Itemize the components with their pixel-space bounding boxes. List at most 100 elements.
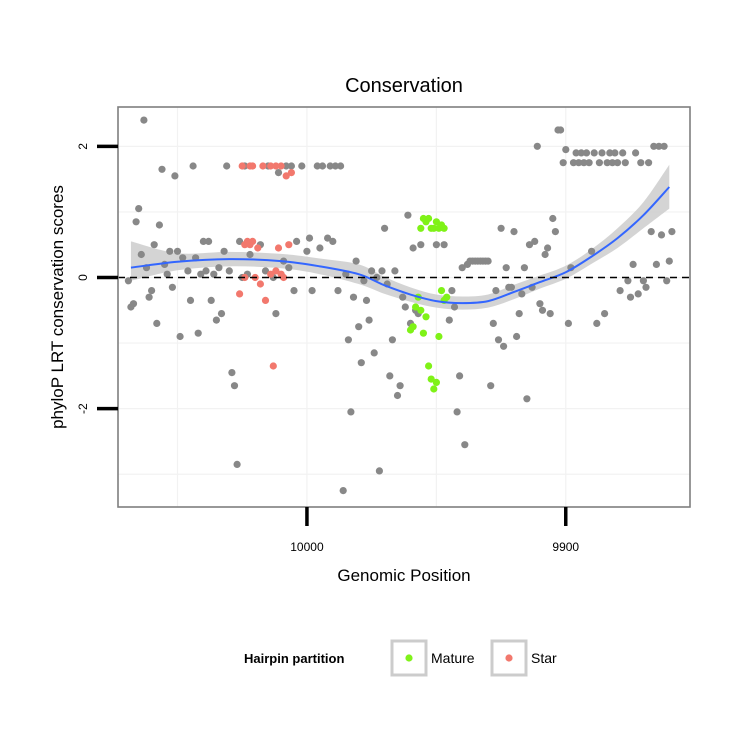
point-mature [406,326,415,334]
point-other [619,149,627,157]
legend: Hairpin partition Mature Star [244,639,557,677]
point-other [409,244,417,252]
x-tick-label: 10000 [290,540,324,554]
point-mature [417,306,425,314]
point-other [629,260,637,268]
point-other [593,319,601,327]
point-other [450,303,459,311]
point-other [575,159,583,167]
point-other [582,149,591,157]
point-star [272,267,280,275]
point-other [626,293,635,301]
point-other [184,267,192,275]
point-other [448,287,456,295]
point-other [347,408,355,416]
point-mature [430,385,438,393]
point-other [362,296,371,304]
point-other [536,300,544,308]
point-other [456,372,464,380]
point-other [647,228,655,236]
point-other [308,287,316,295]
point-other [645,159,653,167]
point-star [277,162,285,170]
point-other [417,241,425,249]
point-star [254,244,262,252]
point-other [230,382,239,390]
point-other [613,159,622,167]
point-other [355,323,363,331]
point-other [492,287,500,295]
y-axis: -2 0 2 [76,143,118,414]
point-other [199,237,207,245]
point-other [305,234,314,242]
chart-title: Conservation [345,75,463,97]
point-mature [432,378,440,386]
point-mature [417,224,425,232]
point-other [274,169,283,177]
legend-dot-star [505,654,513,662]
point-other [546,310,554,318]
point-other [564,319,573,327]
point-star [280,273,288,282]
point-other [484,257,492,265]
point-other [523,395,531,403]
point-star [287,169,295,177]
point-other [148,287,156,295]
point-other [282,162,290,170]
point-other [324,234,332,242]
point-other [453,408,461,416]
point-other [601,310,609,318]
point-other [368,267,376,275]
point-star [259,162,267,170]
y-tick-label: -2 [76,403,90,414]
point-other [616,287,624,295]
point-other [399,293,407,301]
point-other [595,159,604,167]
point-other [220,247,228,255]
point-other [655,142,663,150]
point-other [339,487,347,495]
point-other [621,159,629,167]
point-mature [430,224,438,232]
point-other [580,159,588,167]
point-other [163,270,171,278]
legend-title: Hairpin partition [244,651,344,666]
point-other [381,224,389,232]
point-other [316,244,324,252]
point-other [205,237,213,245]
plot-panel [117,106,691,508]
point-other [569,159,578,167]
panel-border [117,106,691,508]
point-other [432,241,440,249]
point-mature [419,329,427,337]
point-other [396,382,404,390]
point-other [502,264,510,272]
point-star [285,241,293,249]
point-other [153,319,161,327]
point-other [665,257,673,265]
point-other [624,277,632,285]
point-other [562,146,570,154]
point-other [378,267,386,275]
y-axis-title: phyloP LRT conservation scores [48,185,67,429]
point-other [500,342,508,350]
smooth-trend-line [130,186,671,305]
point-other [507,283,515,291]
point-other [577,149,585,157]
point-other [215,264,223,272]
point-other [337,162,345,170]
point-other [197,270,205,278]
point-other [171,172,179,180]
point-mature [437,287,446,295]
point-other [357,359,365,367]
point-other [510,228,518,236]
point-other [145,293,153,301]
point-other [603,159,611,167]
point-other [557,126,565,134]
point-other [293,237,301,245]
x-tick-label: 9900 [552,540,579,554]
point-other [176,332,184,341]
point-other [318,162,327,170]
point-other [272,310,280,318]
point-other [632,149,640,157]
